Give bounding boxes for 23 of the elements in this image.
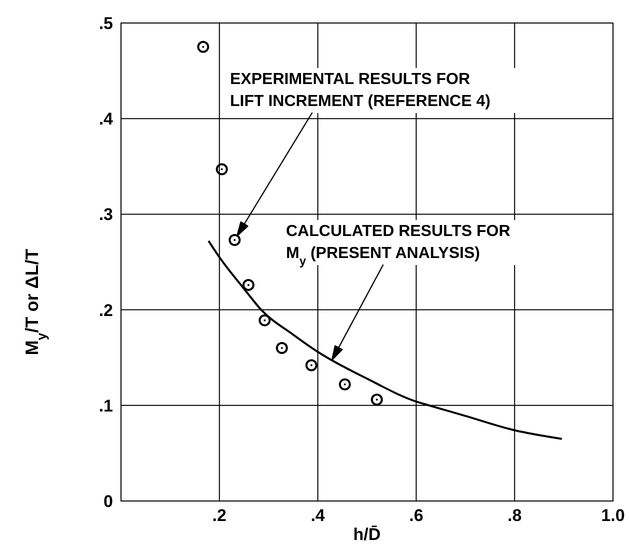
y-tick-label: .4 bbox=[98, 110, 114, 129]
point bbox=[242, 278, 254, 291]
point bbox=[216, 163, 228, 176]
y-tick-label: .3 bbox=[98, 205, 113, 224]
x-axis-title: h/D̄ bbox=[353, 525, 381, 544]
point bbox=[258, 314, 271, 326]
y-tick-label: .1 bbox=[98, 396, 113, 416]
annotation: EXPERIMENTAL RESULTS FOR LIFT INCREMENT (REFERENCE 4) bbox=[230, 71, 490, 110]
point bbox=[197, 40, 210, 53]
x-tick-label: .8 bbox=[508, 506, 522, 526]
point bbox=[338, 378, 351, 390]
x-tick-label: 1.0 bbox=[601, 506, 625, 526]
annotation: CALCULATED RESULTS FOR M$_{y}$ (PRESENT ANALYSIS) bbox=[286, 223, 511, 268]
x-tick-label: .6 bbox=[409, 506, 424, 526]
y-tick-label: 0 bbox=[104, 492, 113, 512]
y-tick-label: .2 bbox=[98, 300, 113, 320]
y-tick-label: .5 bbox=[98, 14, 113, 34]
point bbox=[370, 394, 383, 406]
x-tick-label: .2 bbox=[212, 506, 226, 526]
point bbox=[305, 359, 318, 372]
x-tick-label: .4 bbox=[310, 506, 326, 526]
point bbox=[276, 342, 288, 354]
point bbox=[228, 234, 241, 246]
